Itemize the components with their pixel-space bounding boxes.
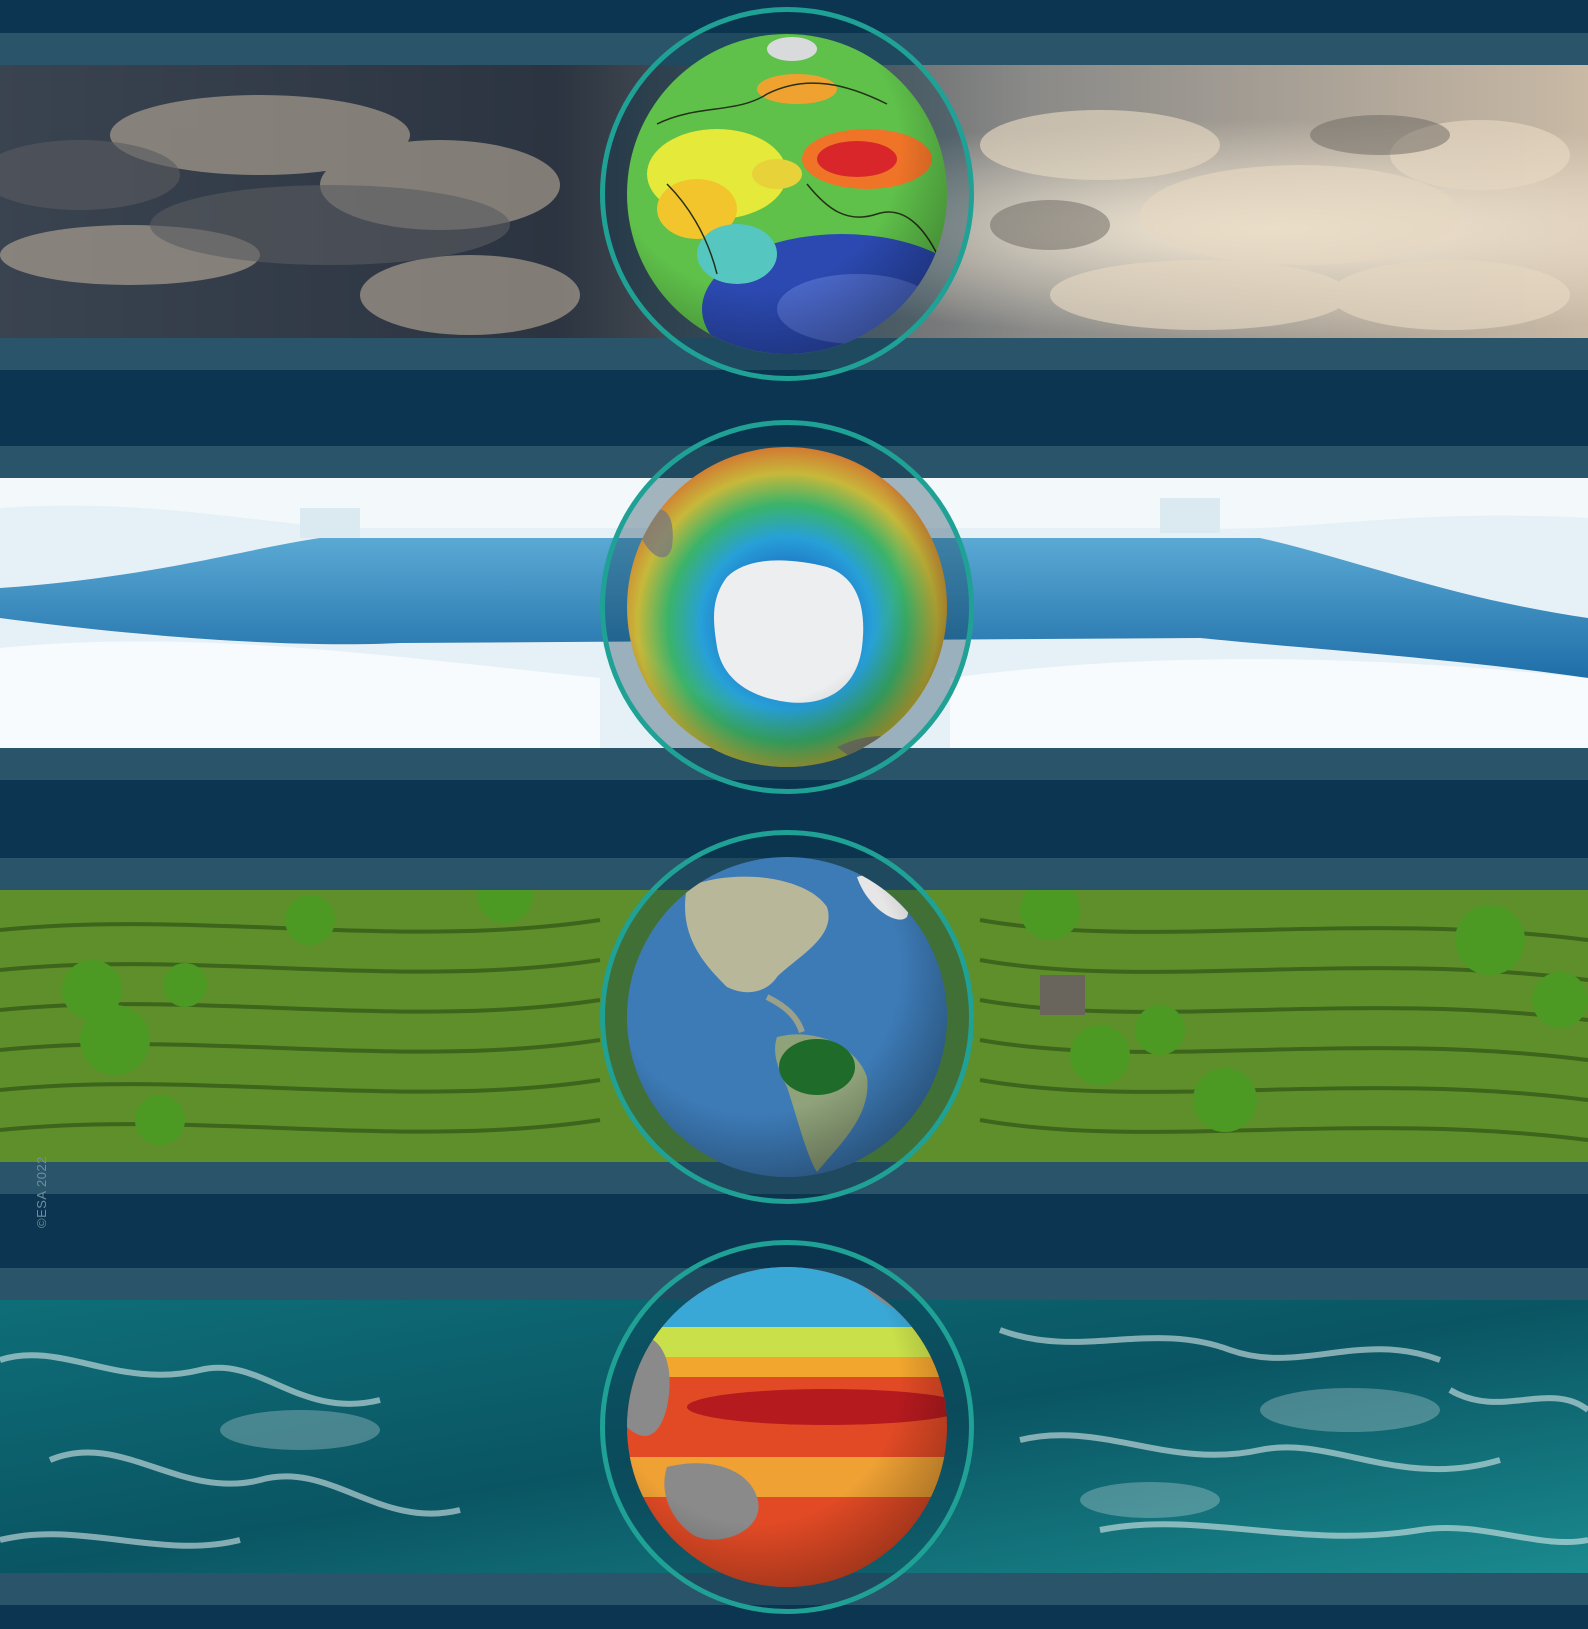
globe-frame (600, 420, 974, 794)
globe-frame (600, 1240, 974, 1614)
atmosphere-globe-icon (627, 34, 947, 354)
antarctica-globe-icon (627, 447, 947, 767)
globe-frame (600, 830, 974, 1204)
ocean-globe-icon (627, 1267, 947, 1587)
globe-frame (600, 7, 974, 381)
americas-globe-icon (627, 857, 947, 1177)
copyright-credit: ©ESA 2022 (34, 1156, 49, 1228)
